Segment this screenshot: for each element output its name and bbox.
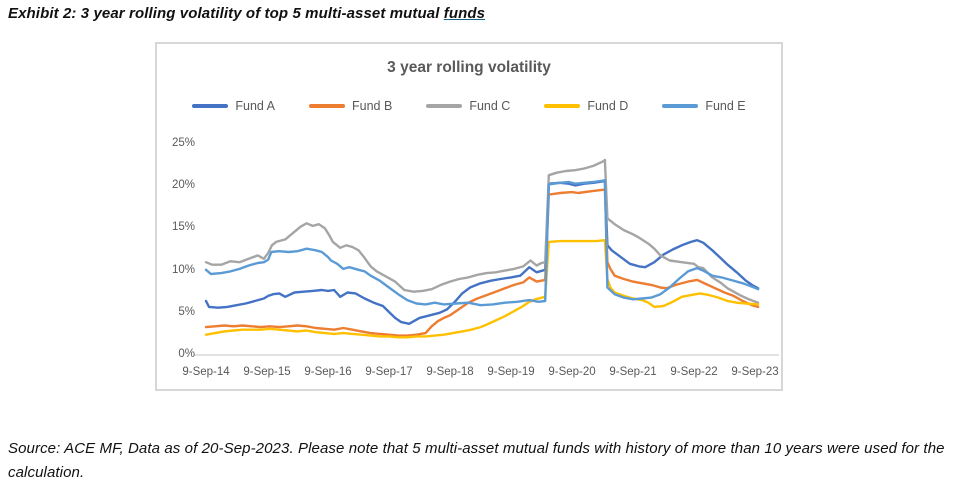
exhibit-title: Exhibit 2: 3 year rolling volatility of … xyxy=(8,5,485,22)
chart-legend: Fund A Fund B Fund C Fund D Fund E xyxy=(157,99,781,113)
x-tick-label: 9-Sep-22 xyxy=(670,366,718,378)
legend-label: Fund B xyxy=(352,99,393,113)
x-tick-label: 9-Sep-23 xyxy=(731,366,779,378)
legend-line-swatch xyxy=(192,104,229,108)
x-tick-label: 9-Sep-21 xyxy=(609,366,657,378)
legend-item-fund-c: Fund C xyxy=(426,99,510,113)
legend-line-swatch xyxy=(426,104,463,108)
series-line-fund-c xyxy=(204,158,760,304)
series-line-fund-e xyxy=(204,179,760,307)
x-tick-label: 9-Sep-19 xyxy=(487,366,535,378)
legend-line-swatch xyxy=(309,104,345,108)
source-note: Source: ACE MF, Data as of 20-Sep-2023. … xyxy=(8,440,945,481)
series-line-fund-d xyxy=(204,238,760,339)
legend-label: Fund E xyxy=(705,99,746,113)
series-line-fund-b xyxy=(204,188,760,337)
funds-link[interactable]: funds xyxy=(443,5,486,22)
x-tick-label: 9-Sep-20 xyxy=(548,366,596,378)
y-tick-label: 10% xyxy=(171,263,195,276)
x-tick-label: 9-Sep-18 xyxy=(426,366,474,378)
x-tick-label: 9-Sep-17 xyxy=(365,366,413,378)
exhibit-title-text: Exhibit 2: 3 year rolling volatility of … xyxy=(8,5,444,22)
x-tick-label: 9-Sep-15 xyxy=(243,366,291,378)
legend-item-fund-d: Fund D xyxy=(544,99,628,113)
legend-item-fund-a: Fund A xyxy=(192,99,275,113)
volatility-chart: 3 year rolling volatility Fund A Fund B Fu… xyxy=(155,42,783,391)
legend-line-swatch xyxy=(662,104,699,108)
x-tick-label: 9-Sep-14 xyxy=(182,366,230,378)
legend-line-swatch xyxy=(544,104,581,108)
y-tick-label: 5% xyxy=(178,305,195,318)
y-tick-label: 0% xyxy=(178,348,195,360)
series-line-fund-a xyxy=(204,179,760,325)
legend-item-fund-e: Fund E xyxy=(662,99,746,113)
y-tick-label: 20% xyxy=(171,179,195,192)
legend-label: Fund A xyxy=(235,99,275,113)
legend-item-fund-b: Fund B xyxy=(309,99,392,113)
x-tick-label: 9-Sep-16 xyxy=(304,366,352,378)
legend-label: Fund D xyxy=(587,99,629,113)
plot-area xyxy=(193,158,779,356)
y-tick-label: 25% xyxy=(171,137,195,149)
legend-label: Fund C xyxy=(469,99,511,113)
chart-title: 3 year rolling volatility xyxy=(387,59,551,76)
y-tick-label: 15% xyxy=(171,221,195,234)
